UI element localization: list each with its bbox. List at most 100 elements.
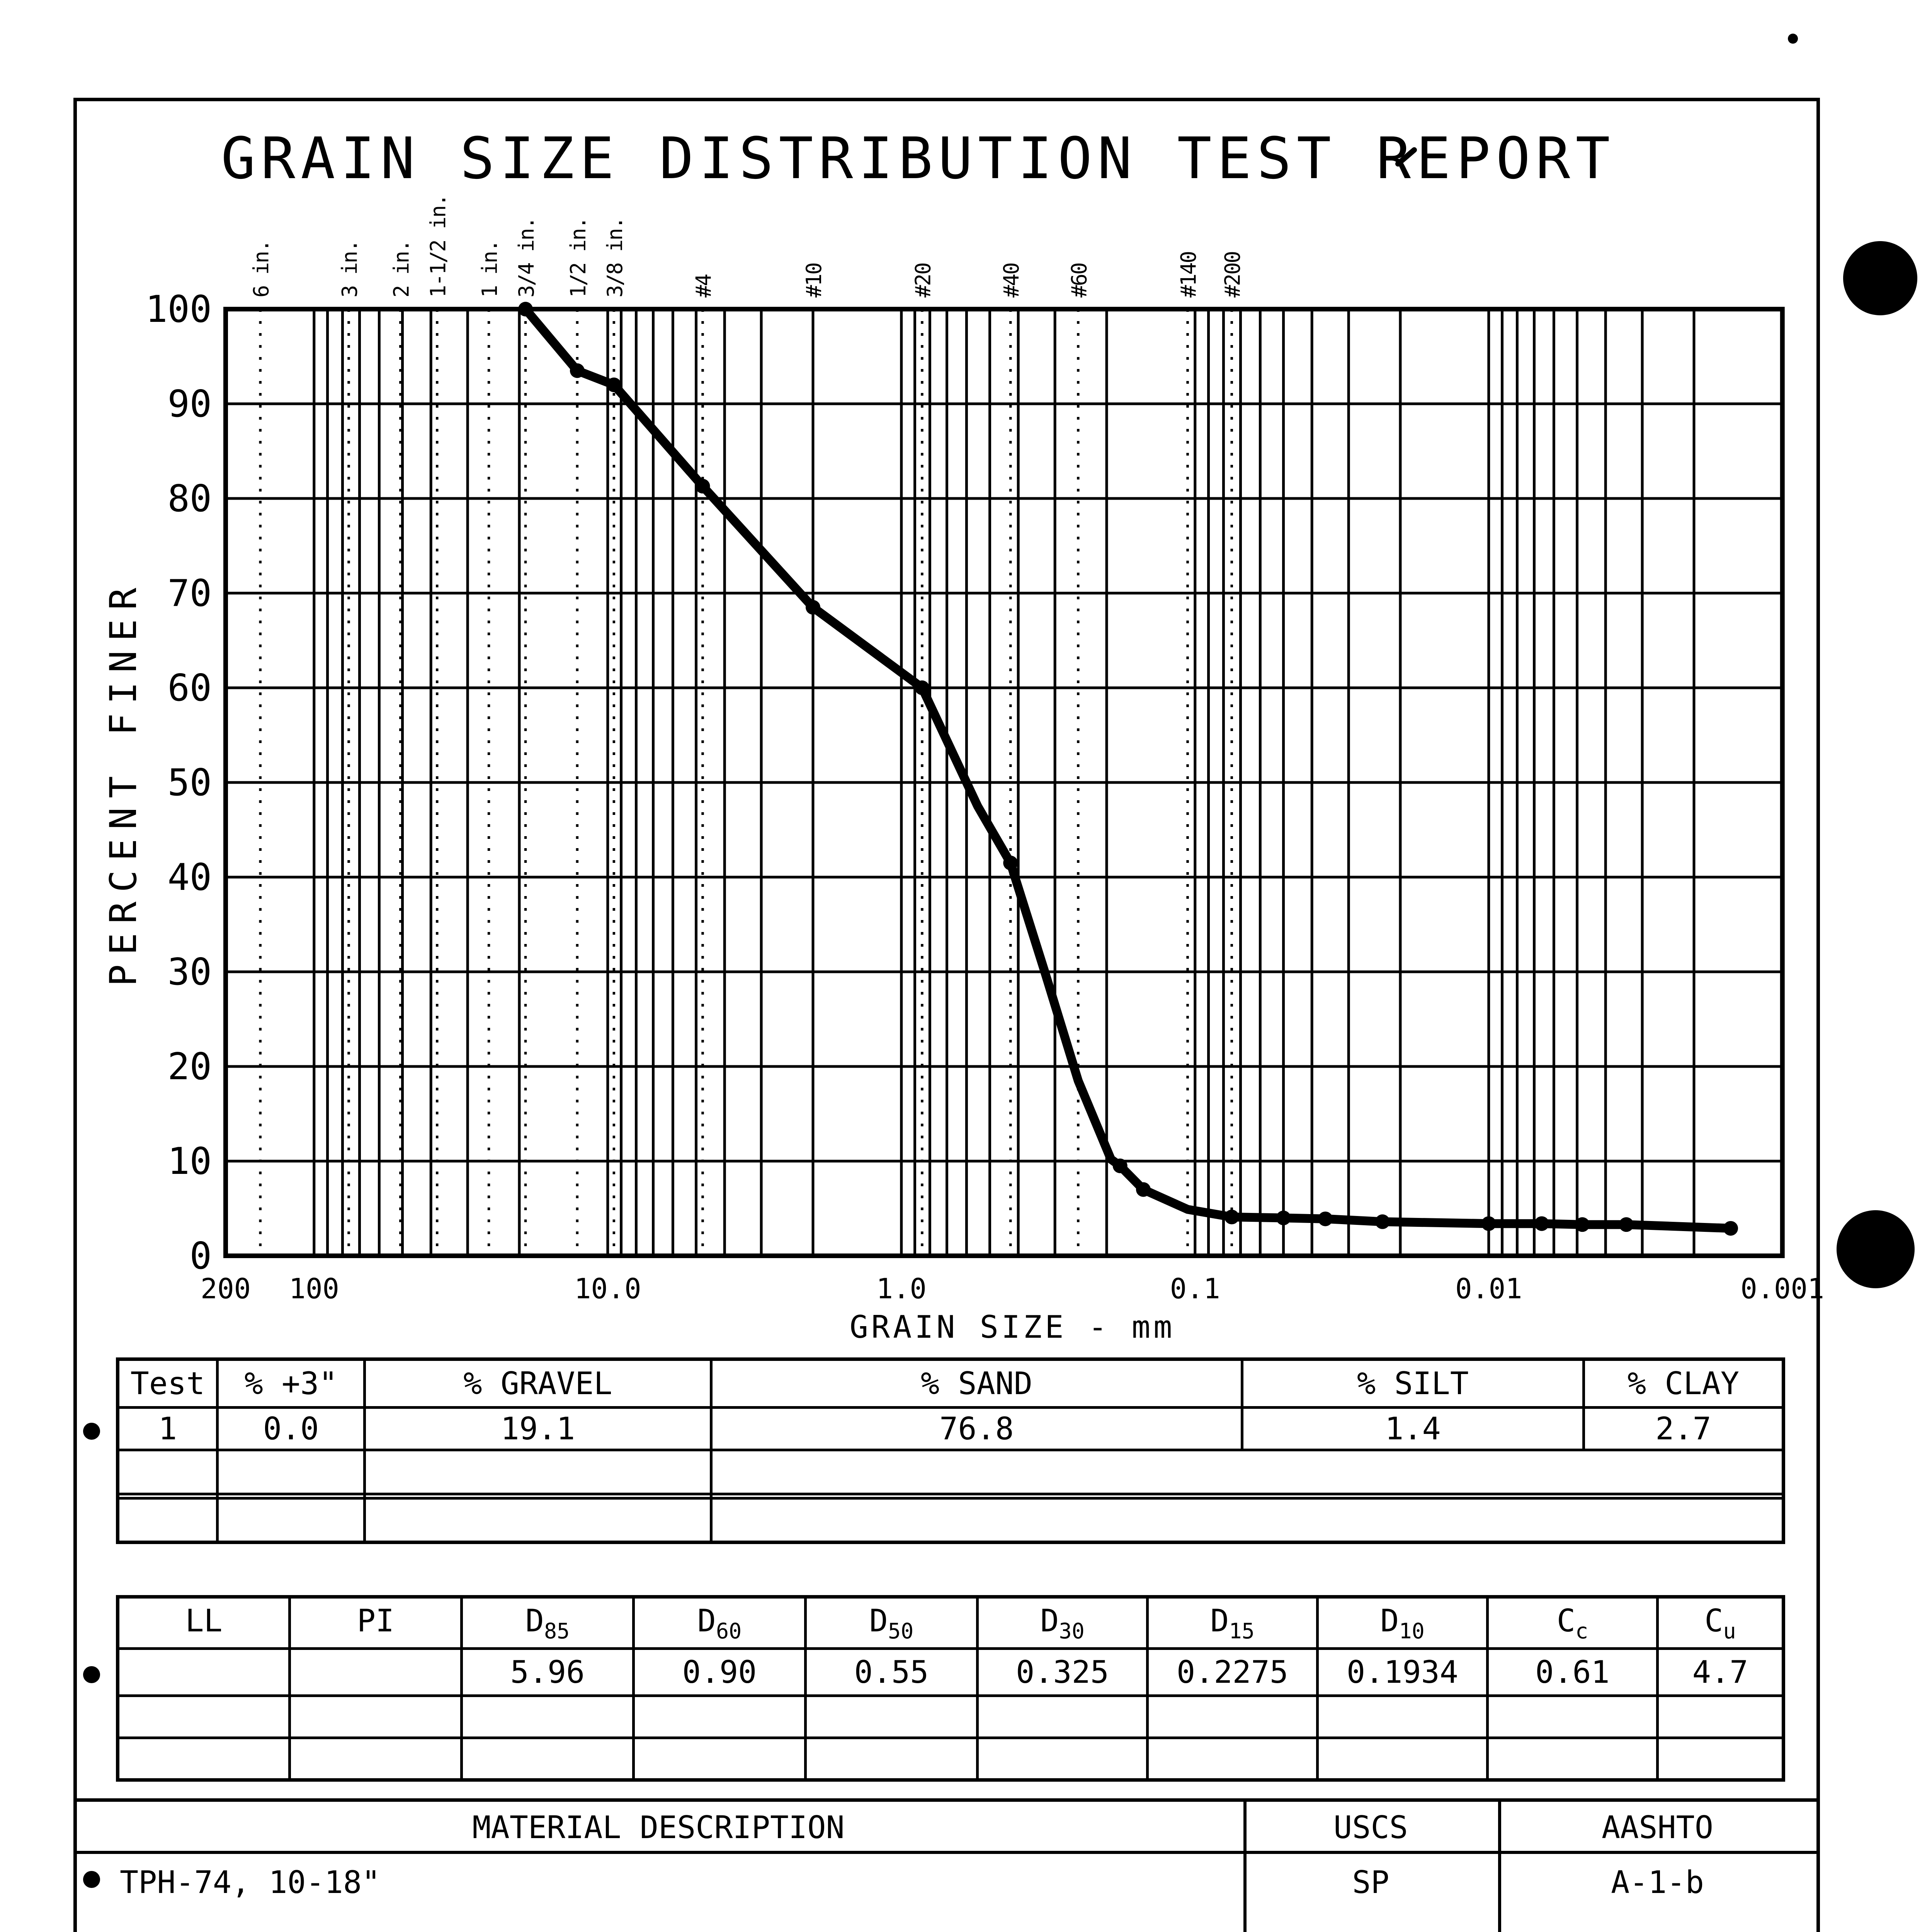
punch-hole: [1843, 241, 1917, 315]
x-axis-title: GRAIN SIZE - mm: [850, 1309, 1175, 1345]
y-tick-label: 30: [168, 951, 212, 993]
material-aashto-value: A-1-b: [1611, 1864, 1704, 1900]
pen-mark: [1395, 147, 1417, 167]
data-point-marker: [1224, 1209, 1239, 1225]
empty-cell: [1486, 1694, 1659, 1739]
empty-cell: [460, 1736, 635, 1781]
params-header-base: LL: [185, 1602, 223, 1639]
sieve-label: #4: [691, 274, 716, 298]
y-axis-title: PERCENT FINER: [102, 578, 145, 986]
params-header-cc: Cc: [1486, 1595, 1659, 1650]
plot-frame: [223, 307, 1785, 1258]
sieve-label: 1 in.: [478, 240, 502, 298]
params-empty-row: [116, 1736, 1785, 1781]
punch-hole: [1837, 1210, 1915, 1288]
empty-cell: [116, 1493, 219, 1500]
empty-cell: [804, 1694, 979, 1739]
params-header-subscript: 50: [888, 1618, 914, 1643]
empty-cell: [1656, 1694, 1785, 1739]
empty-cell: [632, 1694, 807, 1739]
params-header-base: PI: [357, 1602, 395, 1639]
material-row-marker-dot: [83, 1871, 100, 1888]
empty-cell: [460, 1694, 635, 1739]
sieve-label: 3/8 in.: [603, 218, 627, 298]
x-tick-label: 0.01: [1455, 1272, 1522, 1305]
material-description-box: [73, 1798, 1820, 1932]
material-description-header: MATERIAL DESCRIPTION: [472, 1810, 845, 1845]
params-data-row: 5.96 0.90 0.55 0.325 0.2275 0.1934 0.61 …: [116, 1647, 1785, 1697]
empty-cell: [1316, 1694, 1489, 1739]
fractions-cell-clay: 2.7: [1582, 1406, 1785, 1451]
page-border: [73, 98, 1820, 1932]
y-tick-label: 70: [168, 572, 212, 615]
empty-cell: [976, 1694, 1149, 1739]
data-point-marker: [1136, 1182, 1151, 1197]
distribution-curve: [521, 304, 1735, 1233]
empty-cell: [976, 1736, 1149, 1781]
params-row-marker-dot: [83, 1666, 100, 1683]
params-header-subscript: 85: [544, 1618, 570, 1643]
y-tick-label: 20: [168, 1046, 212, 1088]
params-header-subscript: 60: [716, 1618, 742, 1643]
material-aashto-divider: [1498, 1798, 1501, 1932]
params-header-d85: D85: [460, 1595, 635, 1650]
empty-cell: [710, 1449, 1785, 1495]
data-point-marker: [1534, 1216, 1549, 1231]
sieve-label: #20: [911, 263, 935, 298]
empty-cell: [116, 1694, 291, 1739]
params-header-d60: D60: [632, 1595, 807, 1650]
y-tick-label: 90: [168, 383, 212, 425]
params-table: LL PI D85 D60 D50 D30 D15 D10 Cc Cu 5.96…: [116, 1595, 1785, 1782]
x-tick-label: 200: [201, 1272, 251, 1305]
fractions-header-row: Test % +3" % GRAVEL % SAND % SILT % CLAY: [116, 1358, 1785, 1409]
y-tick-label: 100: [145, 288, 212, 331]
params-header-subscript: c: [1575, 1618, 1588, 1643]
y-tick-label: 0: [190, 1235, 212, 1277]
data-point-marker: [1375, 1214, 1390, 1229]
x-tick-label: 10.0: [574, 1272, 641, 1305]
fractions-data-row: 1 0.0 19.1 76.8 1.4 2.7: [116, 1406, 1785, 1451]
params-cell-d50: 0.55: [804, 1647, 979, 1697]
empty-cell: [632, 1736, 807, 1781]
empty-cell: [1316, 1736, 1489, 1781]
fractions-row-marker-dot: [83, 1423, 100, 1440]
data-point-marker: [1723, 1221, 1738, 1236]
empty-cell: [216, 1497, 366, 1544]
params-header-base: C: [1556, 1602, 1576, 1639]
x-tick-label: 1.0: [876, 1272, 927, 1305]
sieve-label: 2 in.: [389, 240, 413, 298]
data-point-marker: [1481, 1216, 1496, 1231]
empty-cell: [363, 1493, 713, 1500]
params-header-subscript: 30: [1059, 1618, 1085, 1643]
fractions-empty-row: [116, 1493, 1785, 1500]
fractions-empty-row: [116, 1449, 1785, 1495]
fractions-cell-plus3: 0.0: [216, 1406, 366, 1451]
params-header-base: C: [1704, 1602, 1723, 1639]
data-point-marker: [806, 600, 820, 615]
params-cell-d85: 5.96: [460, 1647, 635, 1697]
data-point-marker: [915, 680, 930, 695]
params-header-ll: LL: [116, 1595, 291, 1650]
data-point-marker: [1575, 1217, 1590, 1232]
params-header-base: D: [525, 1602, 544, 1639]
params-cell-pi: [288, 1647, 463, 1697]
data-point-marker: [570, 363, 585, 378]
params-header-row: LL PI D85 D60 D50 D30 D15 D10 Cc Cu: [116, 1595, 1785, 1650]
params-header-d50: D50: [804, 1595, 979, 1650]
params-header-d10: D10: [1316, 1595, 1489, 1650]
params-cell-d60: 0.90: [632, 1647, 807, 1697]
fractions-cell-test: 1: [116, 1406, 219, 1451]
y-tick-label: 10: [168, 1140, 212, 1183]
params-header-base: D: [1040, 1602, 1059, 1639]
params-cell-d30: 0.325: [976, 1647, 1149, 1697]
params-header-d30: D30: [976, 1595, 1149, 1650]
empty-cell: [710, 1497, 1785, 1544]
material-description-value: TPH-74, 10-18": [120, 1864, 381, 1900]
params-cell-d10: 0.1934: [1316, 1647, 1489, 1697]
fractions-header-gravel: % GRAVEL: [363, 1358, 713, 1409]
sieve-label: 3 in.: [337, 240, 362, 298]
params-cell-cu: 4.7: [1656, 1647, 1785, 1697]
y-tick-label: 60: [168, 667, 212, 709]
params-header-subscript: 10: [1399, 1618, 1425, 1643]
